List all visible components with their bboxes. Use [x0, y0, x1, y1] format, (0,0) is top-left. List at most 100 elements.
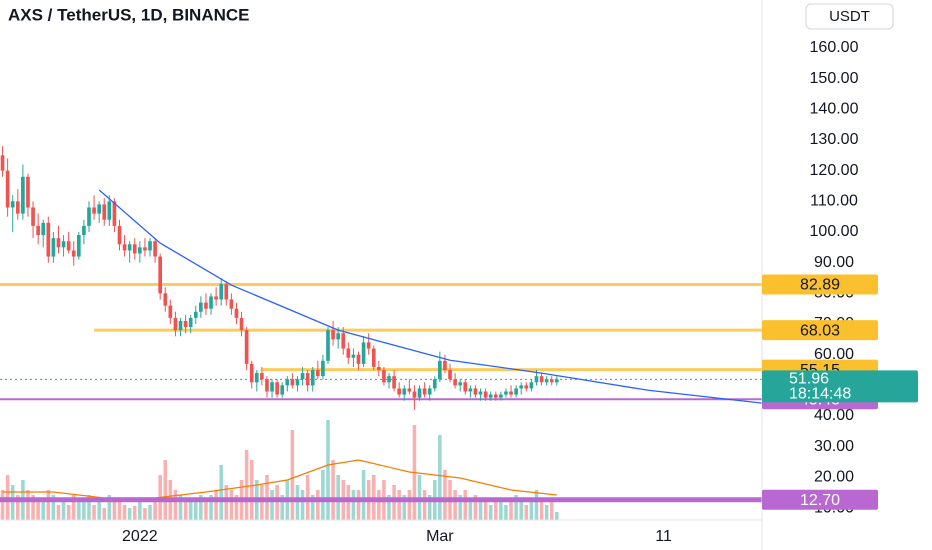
candle-body — [407, 388, 412, 392]
candle-body — [239, 317, 244, 331]
candle-body — [188, 317, 193, 328]
candle-body — [209, 296, 213, 309]
volume-bar — [204, 500, 208, 520]
volume-bar — [107, 495, 112, 520]
volume-bar — [214, 490, 218, 520]
volume-bar — [427, 495, 432, 520]
volume-bar — [163, 460, 168, 520]
candle-body — [361, 342, 366, 364]
candle-body — [66, 241, 71, 251]
candle-body — [310, 370, 315, 386]
candle-body — [183, 320, 188, 328]
volume-bar — [92, 505, 96, 520]
candle-body — [397, 388, 402, 395]
level-label: 82.89 — [800, 277, 840, 294]
candle-body — [519, 385, 524, 389]
volume-bar — [0, 490, 5, 520]
candle-body — [443, 360, 447, 371]
volume-bar — [397, 490, 401, 520]
level-label-box — [762, 489, 878, 510]
volume-bar — [346, 485, 351, 520]
volume-bar — [478, 502, 483, 520]
y-tick-label: 90.00 — [814, 254, 854, 271]
volume-bar — [199, 495, 203, 520]
chart-title: AXS / TetherUS, 1D, BINANCE — [8, 5, 250, 24]
volume-bar — [173, 490, 178, 520]
candle-body — [346, 348, 351, 358]
candle-body — [249, 363, 254, 383]
volume-bar — [529, 500, 534, 520]
volume-bar — [458, 495, 462, 520]
volume-bar — [509, 500, 513, 520]
candle-body — [260, 373, 264, 380]
candle-body — [534, 376, 539, 383]
candle-body — [382, 370, 386, 383]
candle-body — [21, 176, 25, 214]
y-tick-label: 130.00 — [810, 131, 859, 148]
volume-bar — [56, 505, 61, 520]
candle-body — [371, 348, 376, 367]
volume-bar — [229, 490, 234, 520]
x-tick-label: 2022 — [122, 528, 158, 545]
candle-body — [275, 382, 279, 395]
candle-body — [102, 204, 107, 220]
candle-body — [127, 244, 132, 251]
volume-bar — [300, 490, 305, 520]
y-tick-label: 40.00 — [814, 407, 854, 424]
candle-body — [488, 394, 493, 398]
candle-body — [499, 394, 503, 398]
x-tick-label: Mar — [426, 528, 454, 545]
y-tick-label: 30.00 — [814, 438, 854, 455]
candle-body — [204, 302, 208, 309]
candle-body — [173, 317, 178, 331]
candle-body — [356, 354, 361, 364]
volume-bar — [321, 470, 325, 520]
volume-bar — [77, 500, 81, 520]
volume-bar — [143, 508, 147, 520]
candle-body — [473, 388, 478, 395]
volume-bar — [36, 500, 40, 520]
volume-bar — [183, 500, 188, 520]
candle-body — [300, 373, 305, 380]
candle-body — [336, 333, 340, 340]
volume-bar — [387, 495, 391, 520]
volume-bar — [494, 502, 498, 520]
volume-bar — [422, 490, 427, 520]
candle-body — [76, 235, 81, 257]
candle-body — [163, 293, 168, 306]
currency-button[interactable] — [805, 3, 894, 30]
volume-bar — [280, 495, 285, 520]
candle-body — [26, 176, 30, 208]
volume-bar — [463, 490, 468, 520]
candle-body — [51, 238, 56, 257]
candle-body — [46, 222, 51, 257]
volume-bar — [87, 495, 91, 520]
candle-body — [224, 284, 229, 300]
candle-body — [285, 379, 290, 386]
candle-body — [82, 225, 86, 236]
volume-bar — [275, 485, 279, 520]
level-label: 68.03 — [800, 322, 840, 339]
volume-bar — [112, 500, 117, 520]
candle-body — [56, 238, 61, 248]
candle-body — [41, 222, 46, 236]
candle-body — [422, 388, 427, 395]
volume-bar — [270, 490, 274, 520]
candle-body — [326, 330, 330, 361]
volume-bar — [209, 495, 213, 520]
candle-body — [5, 170, 10, 208]
volume-bar — [453, 490, 457, 520]
volume-bar — [61, 502, 66, 520]
candle-body — [524, 385, 529, 389]
volume-bar — [534, 490, 539, 520]
volume-bar — [46, 490, 51, 520]
volume-bar — [407, 490, 412, 520]
candle-body — [36, 225, 40, 236]
volume-bar — [16, 495, 20, 520]
candle-body — [92, 207, 96, 214]
candle-body — [351, 354, 356, 358]
volume-bar — [438, 435, 442, 520]
candle-body — [331, 330, 335, 340]
candle-body — [244, 330, 249, 364]
currency[interactable]: USDT — [829, 8, 870, 25]
